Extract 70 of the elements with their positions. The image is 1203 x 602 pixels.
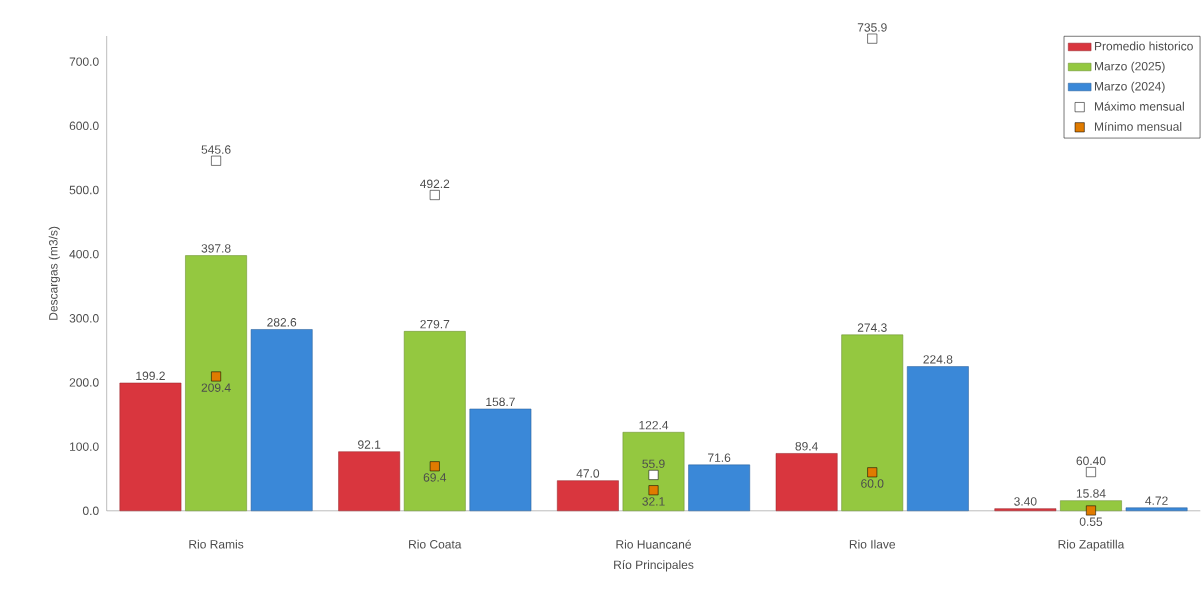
bar — [1125, 507, 1188, 512]
bar — [906, 366, 969, 512]
point — [867, 33, 878, 44]
legend-label: Mínimo mensual — [1094, 122, 1182, 132]
data-label: 397.8 — [201, 244, 231, 253]
y-tick-label: 0.0 — [82, 506, 99, 516]
data-label: 735.9 — [857, 23, 887, 32]
data-label: 47.0 — [576, 469, 600, 478]
data-label: 492.2 — [420, 179, 450, 189]
y-tick-label: 600.0 — [69, 121, 99, 131]
point — [211, 371, 221, 382]
data-label: 32.1 — [642, 497, 665, 506]
data-label: 274.3 — [857, 323, 887, 333]
data-label: 0.55 — [1079, 517, 1103, 527]
point — [648, 485, 659, 496]
data-label: 282.6 — [267, 318, 297, 327]
legend-label: Marzo (2024) — [1094, 81, 1165, 94]
data-label: 158.7 — [486, 397, 515, 407]
y-tick-label: 300.0 — [69, 314, 99, 323]
point — [867, 467, 878, 478]
data-label: 209.4 — [201, 383, 231, 393]
data-label: 4.72 — [1145, 496, 1168, 506]
bar — [185, 255, 247, 512]
x-tick-label: Rio Coata — [409, 539, 462, 549]
bar — [688, 464, 751, 512]
y-tick-label: 200.0 — [69, 378, 99, 387]
point — [429, 190, 440, 201]
bar — [841, 334, 904, 512]
bar — [775, 453, 838, 512]
data-label: 89.4 — [795, 442, 818, 451]
x-tick-label: Rio Zapatilla — [1058, 539, 1125, 552]
legend-label: Marzo (2025) — [1094, 61, 1165, 74]
data-label: 279.7 — [420, 320, 450, 329]
y-tick-label: 100.0 — [70, 442, 99, 452]
bar — [557, 480, 619, 512]
y-tick-label: 400.0 — [69, 250, 99, 259]
y-tick-label: 500.0 — [69, 186, 99, 195]
data-label: 71.6 — [708, 453, 731, 463]
bar — [338, 451, 401, 512]
point — [648, 470, 659, 481]
x-tick-label: Rio Huancané — [616, 539, 691, 549]
data-label: 55.9 — [642, 459, 665, 469]
legend-label: Máximo mensual — [1094, 101, 1184, 111]
y-tick-label: 700.0 — [69, 57, 99, 67]
data-label: 92.1 — [358, 440, 381, 450]
bar — [119, 382, 182, 512]
data-label: 15.84 — [1076, 489, 1106, 498]
bar — [622, 432, 685, 512]
x-tick-label: Rio Ilave — [849, 539, 896, 549]
data-label: 60.40 — [1076, 456, 1106, 466]
x-axis-title: Río Principales — [614, 560, 694, 572]
data-label: 3.40 — [1014, 497, 1037, 506]
y-axis-title: Descargas (m3/s) — [48, 227, 60, 321]
bar — [469, 408, 532, 512]
data-label: 69.4 — [423, 473, 447, 482]
data-label: 545.6 — [201, 145, 231, 155]
bar — [403, 331, 466, 512]
point — [1086, 467, 1096, 478]
x-tick-label: Rio Ramis — [189, 539, 244, 549]
data-label: 199.2 — [136, 371, 165, 381]
data-label: 122.4 — [639, 421, 669, 430]
point — [429, 461, 440, 472]
data-label: 224.8 — [923, 355, 953, 364]
bar — [1060, 500, 1122, 512]
legend-label: Promedio historico — [1094, 41, 1193, 51]
bar — [994, 508, 1057, 512]
point — [211, 156, 221, 166]
point — [1086, 505, 1096, 516]
data-label: 60.0 — [861, 479, 884, 488]
bar — [250, 329, 313, 512]
